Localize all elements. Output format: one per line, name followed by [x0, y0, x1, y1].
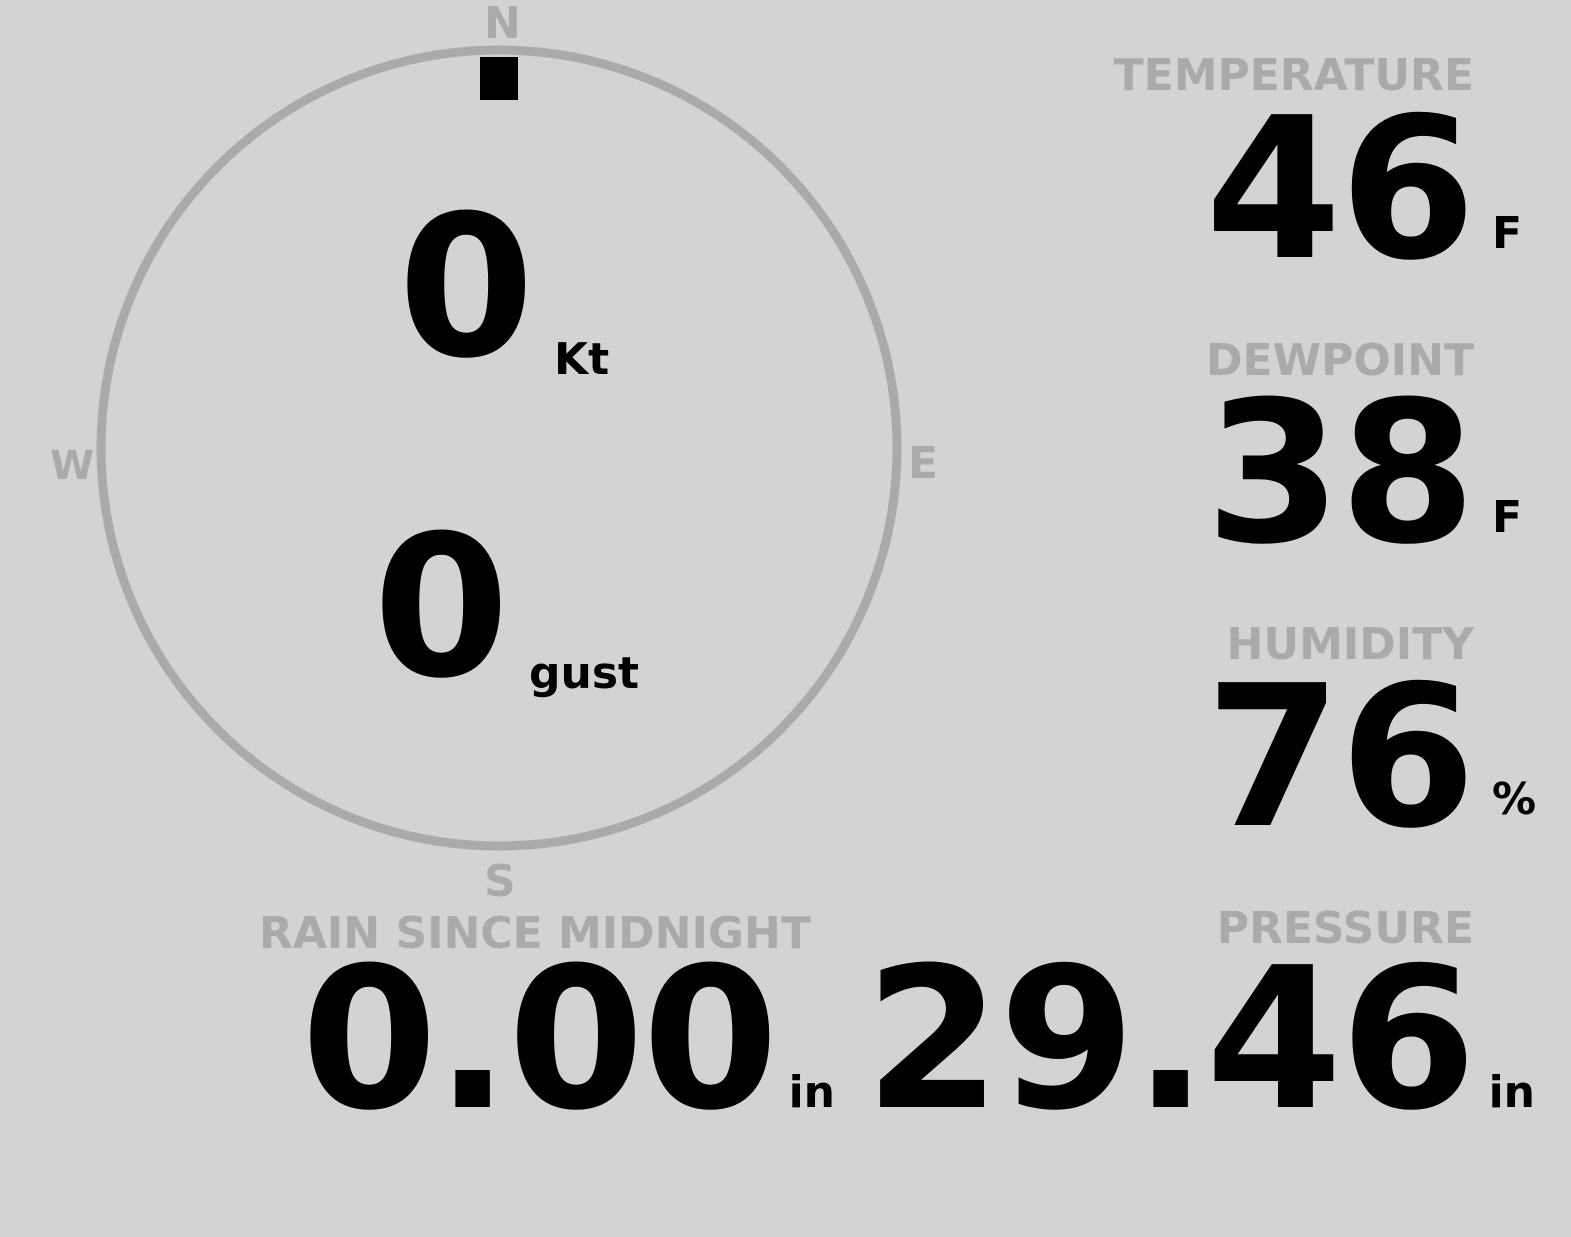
wind-direction-marker [480, 57, 518, 100]
humidity-unit: % [1492, 774, 1537, 825]
compass-north-label: N [484, 0, 521, 49]
gust-value: 0 [373, 494, 509, 722]
temperature-unit: F [1492, 208, 1523, 259]
compass-east-label: E [908, 438, 939, 489]
pressure-label: PRESSURE [1216, 903, 1474, 954]
dewpoint-label: DEWPOINT [1206, 335, 1474, 386]
humidity-label: HUMIDITY [1226, 619, 1474, 670]
pressure-reading: 29.46 in [864, 926, 1535, 1154]
compass-circle [96, 45, 902, 851]
rain-reading: 0.00 in [301, 926, 835, 1154]
temperature-value: 46 [1205, 76, 1476, 304]
gust-unit: gust [529, 648, 640, 699]
rain-unit: in [788, 1067, 835, 1118]
rain-label: RAIN SINCE MIDNIGHT [259, 908, 811, 959]
humidity-value: 76 [1205, 644, 1476, 872]
compass-ring [96, 45, 902, 851]
dewpoint-value: 38 [1205, 360, 1476, 588]
wind-speed-value: 0 [398, 174, 534, 402]
compass-west-label: W [50, 443, 95, 489]
temperature-label: TEMPERATURE [1113, 50, 1474, 101]
dewpoint-unit: F [1492, 492, 1523, 543]
rain-value: 0.00 [301, 926, 779, 1154]
pressure-value: 29.46 [864, 926, 1477, 1154]
direction-indicator-icon [480, 57, 518, 100]
pressure-unit: in [1488, 1067, 1535, 1118]
compass-south-label: S [484, 856, 516, 907]
wind-speed-unit: Kt [554, 334, 610, 385]
